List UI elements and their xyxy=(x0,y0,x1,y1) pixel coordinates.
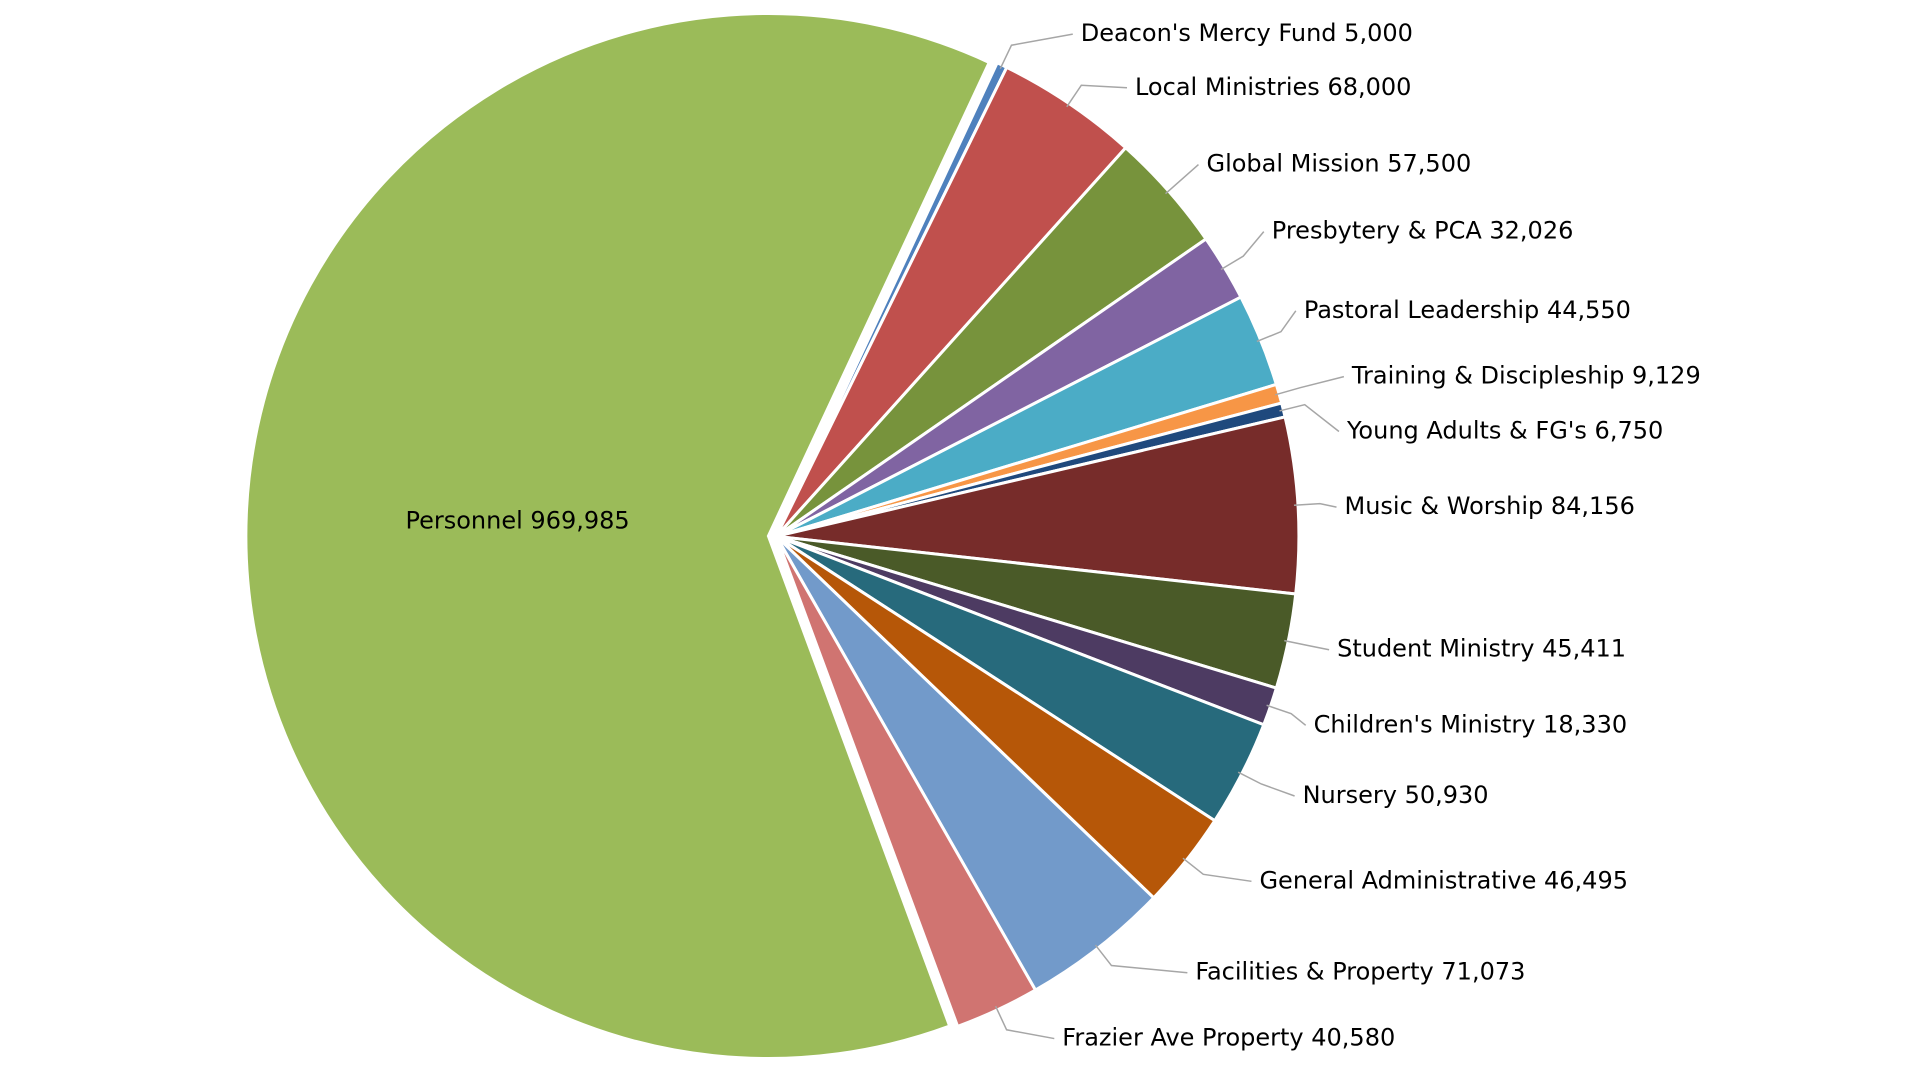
slice-label: Children's Ministry 18,330 xyxy=(1314,710,1627,738)
slice-label-value: 57,500 xyxy=(1387,150,1471,178)
slice-label: Local Ministries 68,000 xyxy=(1135,73,1411,101)
slice-label-name: Personnel xyxy=(405,507,522,535)
slice-label: Presbytery & PCA 32,026 xyxy=(1272,217,1574,245)
slice-label-name: Presbytery & PCA xyxy=(1272,217,1483,245)
slice-label: Student Ministry 45,411 xyxy=(1337,635,1626,663)
slice-label: General Administrative 46,495 xyxy=(1259,866,1628,894)
slice-label-value: 9,129 xyxy=(1632,362,1701,390)
slice-label-value: 40,580 xyxy=(1311,1024,1395,1052)
leader-line xyxy=(1094,944,1188,974)
slice-label: Young Adults & FG's 6,750 xyxy=(1346,417,1663,445)
slice-label-name: Local Ministries xyxy=(1135,73,1320,101)
slice-label-name: Children's Ministry xyxy=(1314,710,1536,738)
slice-label-value: 969,985 xyxy=(530,507,629,535)
slice-label-value: 50,930 xyxy=(1405,781,1489,809)
leader-line xyxy=(1066,84,1128,108)
slice-label-value: 44,550 xyxy=(1547,296,1631,324)
slice-label-value: 68,000 xyxy=(1327,73,1411,101)
slice-label: Music & Worship 84,156 xyxy=(1344,492,1634,520)
slice-label-name: Deacon's Mercy Fund xyxy=(1081,19,1337,47)
leader-line xyxy=(1220,231,1265,271)
slice-label-value: 5,000 xyxy=(1344,19,1413,47)
slice-label-value: 32,026 xyxy=(1489,217,1573,245)
slice-label-name: Nursery xyxy=(1303,781,1397,809)
leader-line xyxy=(1284,639,1330,651)
slice-label-name: Pastoral Leadership xyxy=(1304,296,1539,324)
slice-label: Deacon's Mercy Fund 5,000 xyxy=(1081,19,1413,47)
slice-label-name: Training & Discipleship xyxy=(1351,362,1624,390)
leader-line xyxy=(1274,375,1345,396)
slice-label-value: 45,411 xyxy=(1542,635,1626,663)
slice-label: Nursery 50,930 xyxy=(1303,781,1489,809)
slice-label-value: 84,156 xyxy=(1551,492,1635,520)
slice-label: Frazier Ave Property 40,580 xyxy=(1062,1024,1395,1052)
leader-line xyxy=(999,33,1073,69)
slice-label: Pastoral Leadership 44,550 xyxy=(1304,296,1631,324)
slice-label-value: 71,073 xyxy=(1441,958,1525,986)
leader-line xyxy=(1293,502,1337,508)
slice-label-name: General Administrative xyxy=(1259,866,1536,894)
slice-label-name: Global Mission xyxy=(1206,150,1379,178)
leader-line xyxy=(1266,704,1307,726)
slice-label-value: 6,750 xyxy=(1595,417,1664,445)
slice-label: Training & Discipleship 9,129 xyxy=(1351,362,1701,390)
slice-label-value: 46,495 xyxy=(1544,866,1628,894)
leader-line xyxy=(1237,771,1295,797)
slice-label: Global Mission 57,500 xyxy=(1206,150,1471,178)
leader-line xyxy=(1182,857,1252,883)
leader-line xyxy=(1256,310,1297,343)
slice-label-name: Student Ministry xyxy=(1337,635,1534,663)
leader-line xyxy=(1279,403,1340,433)
slice-label: Facilities & Property 71,073 xyxy=(1195,958,1525,986)
slice-label-name: Young Adults & FG's xyxy=(1346,417,1587,445)
leader-line xyxy=(994,1005,1055,1040)
slice-label-name: Facilities & Property xyxy=(1195,958,1433,986)
leader-line xyxy=(1165,163,1199,195)
slice-label: Personnel 969,985 xyxy=(405,507,629,535)
slice-label-value: 18,330 xyxy=(1543,710,1627,738)
pie-slice xyxy=(244,11,992,1061)
slice-label-name: Frazier Ave Property xyxy=(1062,1024,1303,1052)
slice-label-name: Music & Worship xyxy=(1344,492,1543,520)
